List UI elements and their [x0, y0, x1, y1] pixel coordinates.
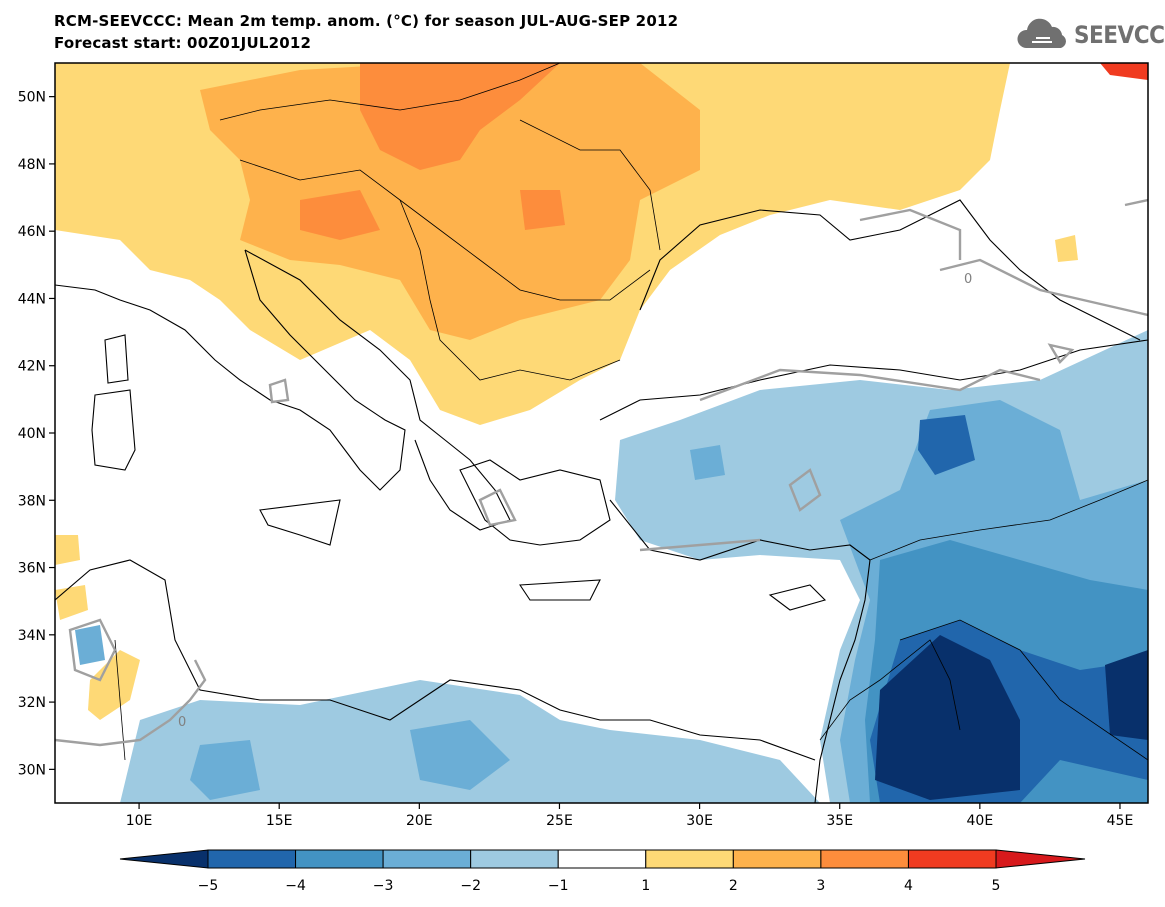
border [819, 639, 961, 741]
colorbar-label: 5 [992, 878, 1001, 894]
cold-anomaly-2-3 [75, 625, 105, 665]
lon-tick-label: 30E [686, 813, 713, 829]
cloud-icon [1017, 18, 1066, 48]
warm-anomaly-3-4 [360, 63, 560, 170]
colorbar-swatch [820, 849, 909, 869]
border [399, 199, 621, 381]
longitude-axis: 10E 15E 20E 25E 30E 35E 40E 45E [126, 803, 1134, 829]
lon-tick-label: 40E [967, 813, 994, 829]
seevccc-logo: SEEVCCC [1016, 18, 1165, 52]
corsica-coastline [104, 334, 129, 384]
cold-anomaly-5 [1105, 650, 1148, 740]
zero-contour-label: 0 [178, 715, 186, 730]
colorbar-label: −1 [548, 878, 569, 894]
cyprus-coastline [768, 584, 827, 611]
black-sea-coastline [639, 199, 1141, 341]
colorbar-label: 1 [641, 878, 650, 894]
colorbar-swatch [645, 849, 734, 869]
border [899, 619, 1148, 761]
lon-tick-label: 45E [1107, 813, 1134, 829]
lat-tick-label: 44N [18, 291, 46, 307]
lat-tick-label: 42N [18, 359, 46, 375]
colorbar-label: −4 [285, 878, 306, 894]
colorbar-swatch [382, 849, 472, 869]
warm-anomaly-2-3 [200, 63, 700, 340]
lat-tick-label: 50N [18, 90, 46, 106]
lon-tick-label: 35E [826, 813, 853, 829]
colorbar-upper-arrow [995, 849, 1086, 869]
colorbar-label: 4 [904, 878, 913, 894]
lat-tick-label: 36N [18, 561, 46, 577]
border [239, 159, 651, 301]
cold-anomaly-2-3 [410, 720, 510, 790]
cold-anomaly-2-3 [690, 445, 725, 480]
sicily-coastline [259, 499, 341, 546]
warm-anomaly-3-4 [300, 190, 380, 240]
lon-tick-label: 25E [546, 813, 573, 829]
greece-coastline [459, 459, 611, 546]
colorbar-label: 3 [816, 878, 825, 894]
colorbar-label: −3 [373, 878, 394, 894]
lat-tick-label: 30N [18, 762, 46, 778]
colorbar-swatch [907, 849, 997, 869]
warm-anomaly-3-4 [520, 190, 565, 230]
levant-coastline [814, 559, 871, 803]
coastlines-and-borders [55, 63, 1148, 803]
forecast-start-label: Forecast start: 00Z01JUL2012 [54, 34, 312, 52]
lon-tick-label: 20E [406, 813, 433, 829]
turkey-coastline [599, 339, 1148, 421]
warm-anomaly-1-2 [1055, 235, 1078, 262]
logo-text: SEEVCCC [1074, 21, 1165, 49]
latitude-axis: 50N 48N 46N 44N 42N 40N 38N 36N 34N 32N 30N [18, 90, 55, 778]
colorbar-swatch [207, 849, 297, 869]
cold-anomaly-2-3 [190, 740, 260, 800]
cold-anomaly-5 [875, 635, 1020, 800]
colorbar-lower-arrow [119, 849, 209, 869]
sardinia-coastline [91, 389, 136, 471]
lon-tick-label: 10E [126, 813, 153, 829]
lon-tick-label: 15E [266, 813, 293, 829]
colorbar: −5 −4 −3 −2 −1 1 2 3 4 5 [119, 849, 1086, 894]
colorbar-label: −5 [198, 878, 219, 894]
border [869, 479, 1148, 561]
africa-coastline [55, 559, 816, 761]
colorbar-swatch [732, 849, 822, 869]
zero-contour-label: 0 [964, 272, 972, 287]
warm-anomaly-1-2 [55, 585, 88, 620]
crete-coastline [519, 579, 601, 601]
map-title: RCM-SEEVCCC: Mean 2m temp. anom. (°C) fo… [54, 12, 679, 30]
colorbar-swatch [295, 849, 384, 869]
warm-anomaly-1-2 [88, 650, 140, 720]
colorbar-label: −2 [460, 878, 481, 894]
lat-tick-label: 46N [18, 224, 46, 240]
border [114, 639, 126, 761]
warm-anomaly-4-5 [1100, 63, 1148, 80]
lat-tick-label: 40N [18, 426, 46, 442]
zero-contours [55, 198, 1148, 747]
anomaly-field [55, 63, 1148, 803]
colorbar-swatch [470, 849, 559, 869]
border [219, 63, 561, 121]
lat-tick-label: 48N [18, 157, 46, 173]
lat-tick-label: 34N [18, 628, 46, 644]
cold-anomaly-4-5 [918, 415, 975, 475]
lat-tick-label: 38N [18, 493, 46, 509]
colorbar-label: 2 [729, 878, 738, 894]
italy-coastline [55, 249, 406, 491]
warm-anomaly-1-2 [55, 535, 80, 565]
colorbar-swatch [557, 849, 647, 869]
border [519, 119, 661, 251]
balkan-coastline [244, 249, 511, 531]
lat-tick-label: 32N [18, 695, 46, 711]
